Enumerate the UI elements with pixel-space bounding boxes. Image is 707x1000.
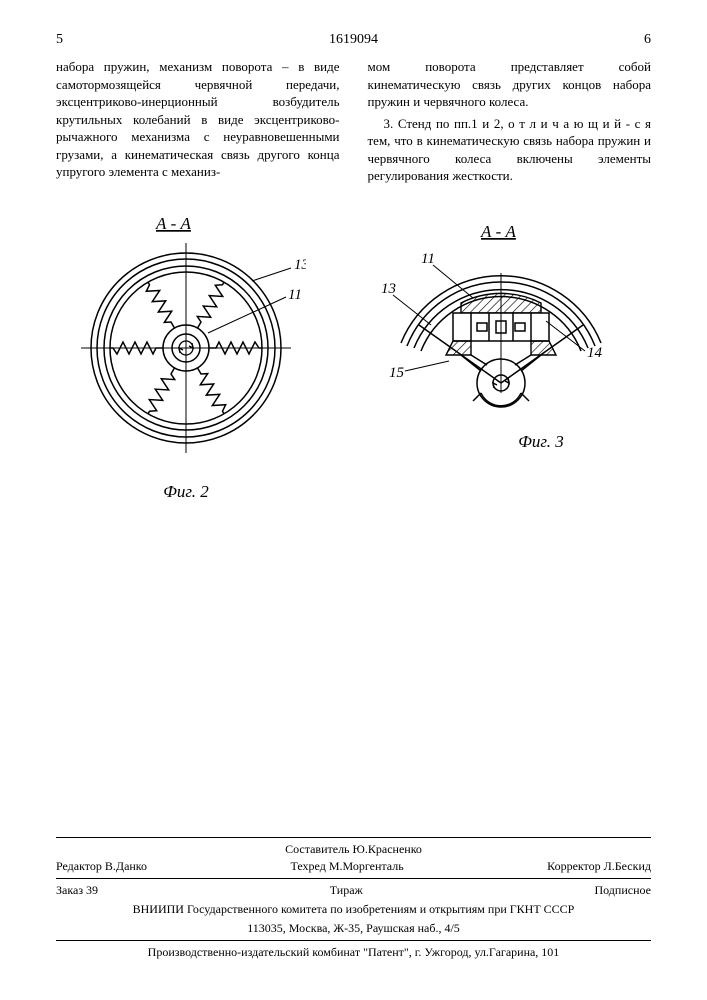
fig2-section-label: А - А	[155, 214, 192, 233]
fig3-label-15: 15	[389, 365, 405, 381]
footer-podpisnoe: Подписное	[594, 883, 651, 898]
fig3-label-13: 13	[381, 281, 396, 297]
page-header: 5 1619094 6	[56, 32, 651, 48]
footer-composer: Составитель Ю.Красненко	[56, 842, 651, 857]
footer-org2: 113035, Москва, Ж-35, Раушская наб., 4/5	[56, 921, 651, 936]
right-column: мом поворота представляет собой кинемати…	[368, 58, 652, 185]
fig2-label-11: 11	[288, 287, 302, 303]
figure-3: А - А	[381, 223, 621, 452]
fig3-section-label: А - А	[480, 223, 517, 241]
page-num-right: 6	[644, 32, 651, 48]
left-column: набора пружин, механизм поворота – в вид…	[56, 58, 340, 185]
right-column-para1: мом поворота представляет собой кинемати…	[368, 58, 652, 111]
footer-tech: Техред М.Моргенталь	[291, 859, 404, 874]
footer-editor: Редактор В.Данко	[56, 859, 147, 874]
footer-bottom: Производственно-издательский комбинат "П…	[56, 945, 651, 960]
fig3-label-11: 11	[421, 251, 435, 267]
left-column-text: набора пружин, механизм поворота – в вид…	[56, 59, 340, 179]
figure-2: А - А	[66, 213, 306, 502]
figure-3-svg: А - А	[381, 223, 621, 423]
page-num-left: 5	[56, 32, 63, 48]
figure-2-svg: А - А	[66, 213, 306, 473]
fig2-caption: Фиг. 2	[66, 482, 306, 502]
fig2-label-13: 13	[294, 257, 306, 273]
fig3-label-14: 14	[587, 345, 603, 361]
footer-order: Заказ 39	[56, 883, 98, 898]
footer-tirazh: Тираж	[330, 883, 363, 898]
footer-org1: ВНИИПИ Государственного комитета по изоб…	[56, 902, 651, 917]
footer-corrector: Корректор Л.Бескид	[547, 859, 651, 874]
text-columns: набора пружин, механизм поворота – в вид…	[56, 58, 651, 185]
footer: Составитель Ю.Красненко Редактор В.Данко…	[56, 833, 651, 960]
right-column-para2: 3. Стенд по пп.1 и 2, о т л и ч а ю щ и …	[368, 115, 652, 185]
patent-number: 1619094	[63, 32, 644, 48]
figures-row: А - А	[56, 213, 651, 502]
fig3-caption: Фиг. 3	[461, 432, 621, 452]
